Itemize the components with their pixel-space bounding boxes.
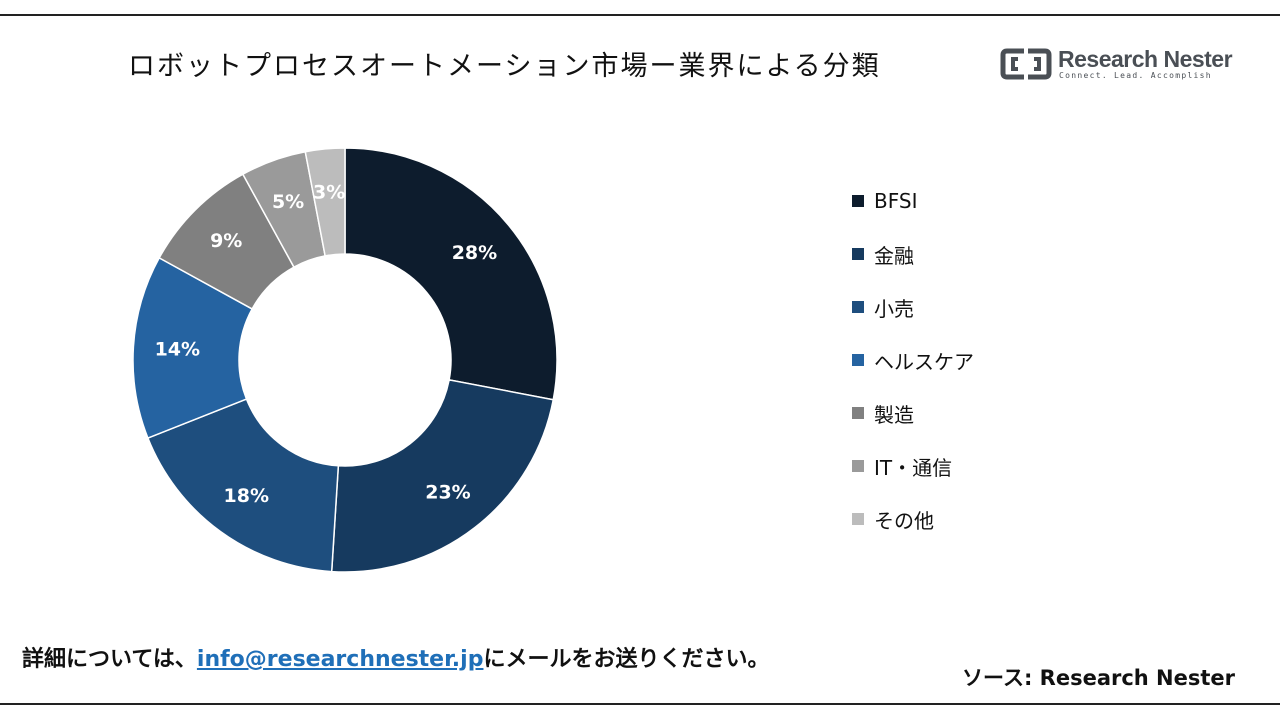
donut-slice-7 (304, 147, 346, 257)
legend-label: その他 (874, 508, 934, 533)
donut-labels: 28% 23% 18% 14% 9% 5% 3% (155, 182, 498, 507)
legend-swatch (852, 354, 864, 366)
legend-item-3: 小売 (852, 292, 1112, 322)
logo-name: Research Nester (1058, 46, 1233, 72)
legend-label: 製造 (874, 402, 914, 427)
slice-value-label-1: 28% (452, 242, 497, 264)
source-note: ソース: Research Nester (962, 666, 1236, 690)
donut-slice-1 (344, 147, 558, 401)
legend-swatch (852, 195, 864, 207)
legend-item-4: ヘルスケア (852, 345, 1112, 375)
donut-slice-3 (146, 398, 340, 573)
research-nester-logo: Research Nester Connect. Lead. Accomplis… (1000, 46, 1233, 86)
legend-item-5: 製造 (852, 398, 1112, 428)
footer-prefix: 詳細については、 (22, 647, 197, 672)
email-link[interactable]: info@researchnester.jp (196, 647, 484, 672)
legend-swatch (852, 460, 864, 472)
slice-value-label-2: 23% (425, 482, 470, 504)
slice-value-label-3: 18% (224, 485, 269, 507)
legend-swatch (852, 301, 864, 313)
slice-value-label-7: 3% (313, 182, 345, 204)
legend-label: IT・通信 (874, 455, 953, 480)
slice-value-label-5: 9% (210, 230, 242, 252)
logo-tagline: Connect. Lead. Accomplish (1059, 71, 1212, 80)
legend-swatch (852, 248, 864, 260)
footer-suffix: にメールをお送りください。 (483, 647, 770, 672)
chart-title: ロボットプロセスオートメーション市場ー業界による分類 (128, 51, 881, 82)
legend-label: ヘルスケア (874, 349, 974, 374)
legend-item-1: BFSI (852, 186, 1112, 216)
legend-item-7: その他 (852, 504, 1112, 534)
legend-swatch (852, 407, 864, 419)
top-rule (0, 14, 1280, 16)
slice-value-label-4: 14% (155, 338, 200, 360)
footer-note: 詳細については、info@researchnester.jpにメールをお送りくだ… (22, 641, 769, 673)
logo-mark-icon (1000, 48, 1052, 80)
legend-item-6: IT・通信 (852, 451, 1112, 481)
legend-label: 小売 (874, 296, 914, 321)
donut-slices (132, 147, 558, 573)
slice-value-label-6: 5% (272, 191, 304, 213)
legend-label: 金融 (874, 243, 914, 268)
donut-slice-2 (330, 378, 555, 573)
legend-item-2: 金融 (852, 239, 1112, 269)
legend-label: BFSI (874, 189, 918, 213)
bottom-rule (0, 703, 1280, 705)
donut-slice-4 (132, 256, 254, 440)
legend-swatch (852, 513, 864, 525)
